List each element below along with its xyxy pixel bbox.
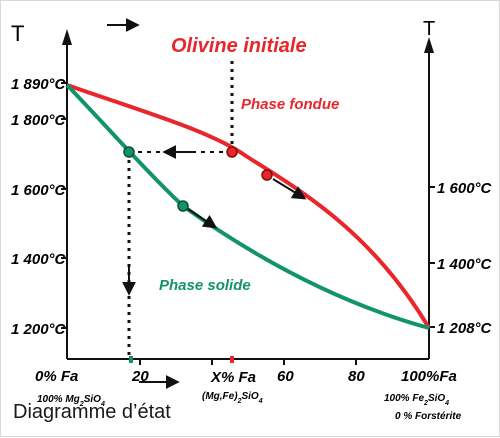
bottom-tick-labels: 20 X% Fa 60 80 0% Fa 100%Fa (35, 368, 457, 386)
left-tick-label-5: 1 200°C (11, 321, 67, 338)
diagram-title: Olivine initiale (171, 35, 307, 57)
left-axis-arrowhead (62, 29, 72, 45)
left-axis-symbol: T (11, 21, 24, 46)
solid-composition-marker (129, 356, 133, 363)
left-tick-label-2: 1 800°C (11, 112, 67, 129)
liquidus-direction-arrow (272, 178, 307, 200)
solidus-point (177, 200, 189, 212)
liquidus-point (261, 169, 273, 181)
right-axis-arrowhead (424, 37, 434, 53)
right-composition: 100% Fe2SiO4 (384, 393, 449, 407)
liquidus-start-point (226, 146, 238, 158)
right-tick-label-3: 1 208°C (437, 320, 493, 337)
x-tick-label-80: 80 (348, 368, 365, 385)
right-tick-label-2: 1 400°C (437, 256, 493, 273)
middle-composition: (Mg,Fe)2SiO4 (202, 391, 263, 405)
left-composition: 100% Mg2SiO4 (37, 394, 105, 408)
solidus-label: Phase solide (159, 277, 251, 294)
figure-caption: Diagramme d’état (13, 401, 171, 423)
left-tick-label-1: 1 890°C (11, 76, 67, 93)
left-tick-label-3: 1 600°C (11, 182, 67, 199)
x-tick-label-20: 20 (131, 368, 149, 385)
liquidus-curve (66, 83, 431, 330)
x-left-label: 0% Fa (35, 368, 78, 385)
left-axis-ticks (61, 82, 67, 329)
right-composition-note: 0 % Forstérite (395, 411, 462, 422)
right-tick-label-1: 1 600°C (437, 180, 493, 197)
right-axis-symbol: T (423, 18, 435, 40)
solidus-direction-arrow (187, 208, 218, 229)
initial-composition-marker (230, 356, 234, 363)
bottom-axis-ticks (139, 359, 357, 365)
x-tick-label-60: 60 (277, 368, 294, 385)
left-tick-label-4: 1 400°C (11, 251, 67, 268)
solidus-start-point (123, 146, 135, 158)
x-right-label: 100%Fa (401, 368, 457, 385)
x-tick-label-center: X% Fa (210, 369, 256, 386)
right-tick-labels: 1 600°C 1 400°C 1 208°C (437, 180, 493, 337)
liquidus-label: Phase fondue (241, 96, 339, 113)
left-tick-labels: 1 890°C 1 800°C 1 600°C 1 400°C 1 200°C (11, 76, 67, 338)
